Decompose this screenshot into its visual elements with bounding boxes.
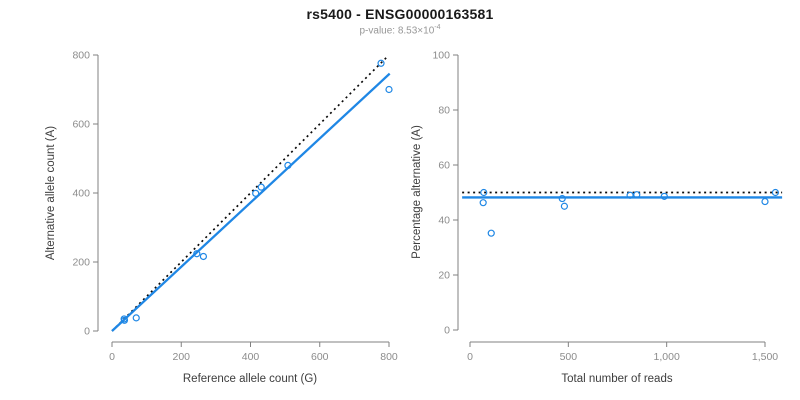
x-tick-label: 0 (109, 351, 115, 363)
data-point (252, 189, 260, 197)
fitted-regression-line (111, 72, 391, 332)
x-tick-label: 200 (172, 351, 190, 363)
y-tick-label: 100 (432, 50, 450, 62)
data-point (132, 314, 140, 322)
data-point (633, 191, 641, 199)
data-point (479, 199, 487, 207)
data-point (487, 229, 495, 237)
data-point (284, 161, 292, 169)
p-value-text: p-value: 8.53×10 (359, 25, 435, 37)
y-tick-label: 20 (438, 270, 450, 282)
p-value-exponent: -4 (434, 24, 441, 31)
data-point (660, 192, 668, 200)
data-point (626, 191, 634, 199)
y-tick-label: 600 (72, 119, 90, 131)
x-tick-label: 1,500 (752, 351, 778, 363)
y-tick-label: 60 (438, 160, 450, 172)
x-tick-label: 1,000 (654, 351, 680, 363)
data-point (257, 183, 265, 191)
y-axis-title: Alternative allele count (A) (45, 126, 57, 260)
y-axis-title: Percentage alternative (A) (411, 125, 423, 259)
figure-title: rs5400 - ENSG00000163581 (306, 6, 494, 22)
x-tick-label: 400 (242, 351, 260, 363)
data-point (771, 188, 780, 197)
expected-identity-line (111, 56, 388, 332)
data-point (558, 194, 566, 203)
x-axis-title: Reference allele count (G) (183, 373, 317, 385)
x-tick-label: 800 (380, 351, 398, 363)
data-point (480, 188, 488, 197)
data-point (761, 197, 769, 206)
y-tick-label: 400 (72, 188, 90, 200)
y-tick-label: 800 (72, 50, 90, 62)
data-point (560, 202, 569, 210)
y-tick-label: 0 (444, 325, 450, 337)
data-point (199, 252, 208, 261)
x-tick-label: 600 (311, 351, 329, 363)
data-point (193, 250, 201, 258)
x-tick-label: 0 (467, 351, 473, 363)
data-point (120, 316, 129, 324)
y-tick-label: 40 (438, 215, 450, 227)
data-point (385, 85, 393, 94)
y-tick-label: 80 (438, 105, 450, 117)
figure-subtitle: p-value: 8.53×10-4 (0, 24, 800, 36)
data-point (377, 59, 385, 67)
y-tick-label: 0 (84, 326, 90, 338)
y-tick-label: 200 (72, 257, 90, 269)
x-tick-label: 500 (560, 351, 578, 363)
x-axis-title: Total number of reads (561, 373, 672, 385)
